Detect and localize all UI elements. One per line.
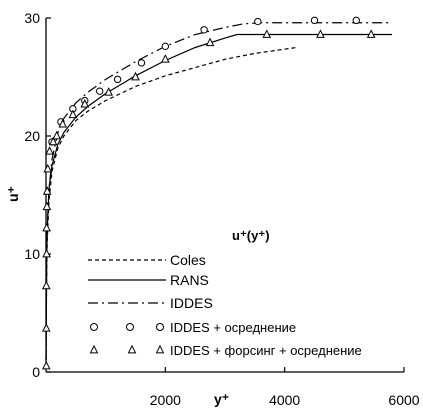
y-tick-label: 30 [24, 10, 40, 26]
circle-marker [137, 59, 146, 67]
triangle-marker [42, 201, 52, 211]
y-axis-label: u⁺ [5, 186, 21, 202]
legend-entry: IDDES [88, 295, 213, 311]
triangle-marker [104, 87, 113, 96]
legend-label: RANS [170, 272, 209, 288]
legend-label: Coles [170, 252, 206, 268]
y-tick-label: 20 [24, 128, 40, 144]
triangle-marker [262, 29, 272, 38]
triangle-marker [41, 280, 51, 290]
triangle-marker [48, 136, 58, 146]
x-tick-label: 6000 [388, 392, 419, 408]
triangle-marker [43, 163, 53, 173]
circle-marker [156, 323, 164, 331]
triangle-marker [52, 130, 62, 140]
chart-series [45, 22, 393, 361]
circle-marker [352, 16, 360, 25]
circle-marker [161, 42, 170, 51]
legend-entry: IDDES + форсинг + осреднение [89, 343, 362, 358]
triangle-marker [42, 186, 52, 195]
series-3-markers [48, 16, 360, 146]
legend-entry: RANS [88, 272, 209, 288]
triangle-marker [45, 146, 54, 155]
y-tick-label: 0 [32, 364, 40, 380]
triangle-marker [41, 360, 51, 370]
x-axis-label: y⁺ [214, 391, 229, 407]
triangle-marker [205, 37, 215, 47]
x-tick-label: 2000 [150, 392, 181, 408]
legend-entry: Coles [88, 252, 206, 268]
series-line-dashdot [45, 22, 393, 361]
triangle-marker [366, 29, 376, 38]
circle-marker [310, 16, 319, 25]
chart-title: u⁺(y⁺) [232, 228, 270, 243]
x-tick-label: 4000 [269, 392, 300, 408]
circle-marker [126, 323, 134, 331]
triangle-marker [58, 118, 68, 128]
y-tick-label: 10 [24, 246, 40, 262]
circle-marker [200, 26, 208, 34]
legend-label: IDDES + осреднение [170, 320, 296, 335]
triangle-marker [161, 54, 170, 63]
chart-markers [41, 16, 376, 370]
triangle-marker [80, 98, 90, 108]
triangle-marker [42, 248, 51, 258]
legend-label: IDDES + форсинг + осреднение [170, 343, 362, 358]
legend: Coles RANS IDDES IDDES + осреднение IDDES + … [88, 252, 362, 358]
triangle-marker [316, 29, 325, 38]
triangle-marker [41, 323, 51, 332]
circle-marker [113, 75, 122, 84]
triangle-marker [127, 344, 137, 354]
axis-ticks: 0 10 20 30 2000 4000 6000 [24, 10, 419, 408]
triangle-marker [155, 344, 165, 354]
axis-frame [45, 18, 404, 373]
series-line-solid [45, 33, 393, 361]
circle-marker [254, 17, 262, 26]
circle-marker [96, 87, 104, 95]
series-line-dashed [45, 46, 297, 361]
triangle-marker [89, 344, 99, 354]
circle-marker [90, 323, 98, 331]
series-4-markers [41, 29, 376, 370]
legend-entry: IDDES + осреднение [90, 320, 296, 335]
triangle-marker [68, 109, 78, 119]
legend-label: IDDES [170, 295, 213, 311]
triangle-marker [42, 222, 51, 232]
triangle-marker [131, 71, 140, 81]
